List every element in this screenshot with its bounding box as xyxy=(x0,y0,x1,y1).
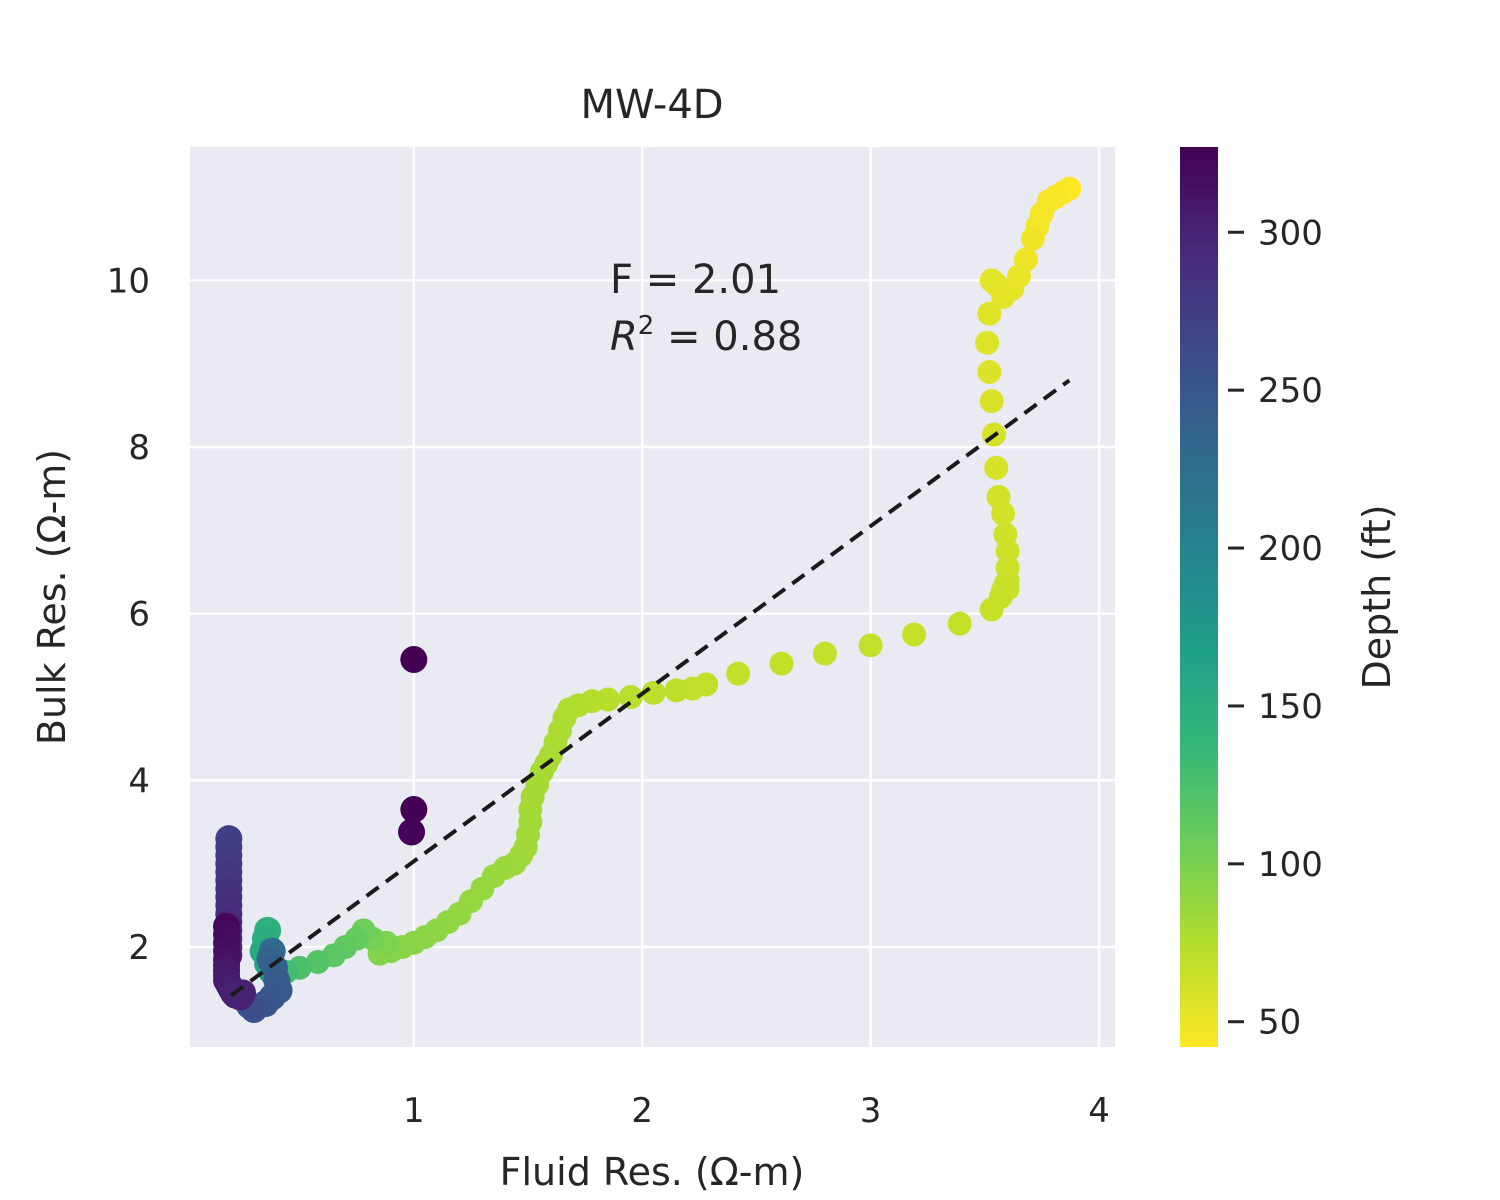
fit-line xyxy=(229,378,1071,997)
x-tick-labels: 1 2 3 4 xyxy=(403,1091,1110,1131)
y-tick-label: 2 xyxy=(128,928,150,968)
fit-line-group xyxy=(229,378,1071,997)
data-point xyxy=(641,680,666,705)
y-tick-label: 6 xyxy=(128,595,150,635)
x-tick-label: 2 xyxy=(631,1091,653,1131)
data-point xyxy=(305,950,330,974)
data-point xyxy=(664,678,689,703)
plot-area-background xyxy=(190,147,1115,1047)
x-tick-label: 4 xyxy=(1088,1091,1110,1131)
colorbar-ticks: 50 100 150 200 250 300 xyxy=(1228,213,1323,1043)
x-tick-label: 1 xyxy=(403,1091,425,1131)
data-point xyxy=(975,330,1000,355)
y-tick-label: 4 xyxy=(128,761,150,801)
data-point xyxy=(977,301,1002,326)
data-point xyxy=(902,622,927,647)
y-tick-label: 10 xyxy=(107,261,150,301)
data-point xyxy=(812,641,837,666)
data-point xyxy=(769,651,794,676)
x-tick-label: 3 xyxy=(860,1091,882,1131)
data-point xyxy=(979,389,1004,414)
scatter-points xyxy=(213,176,1082,1023)
colorbar-tick-label: 200 xyxy=(1258,529,1323,569)
annotation-r2: R2 = 0.88 xyxy=(610,311,802,360)
data-point xyxy=(726,661,751,686)
x-axis-label: Fluid Res. (Ω-m) xyxy=(500,1150,805,1194)
data-point xyxy=(400,646,428,673)
colorbar-tick-label: 150 xyxy=(1258,687,1323,727)
data-point xyxy=(1020,226,1045,251)
data-point xyxy=(977,360,1002,384)
data-point xyxy=(858,633,883,658)
y-tick-label: 8 xyxy=(128,428,150,468)
colorbar-label: Depth (ft) xyxy=(1355,504,1399,689)
data-point xyxy=(979,597,1004,622)
colorbar-tick-label: 300 xyxy=(1258,213,1323,253)
y-tick-labels: 2 4 6 8 10 xyxy=(107,261,150,968)
y-axis-label: Bulk Res. (Ω-m) xyxy=(30,449,74,745)
data-point xyxy=(618,685,643,709)
data-point xyxy=(400,796,428,823)
colorbar-tick-label: 100 xyxy=(1258,845,1323,885)
colorbar xyxy=(1180,147,1218,1047)
data-point xyxy=(979,268,1004,293)
chart-title: MW-4D xyxy=(580,82,723,128)
data-point xyxy=(991,501,1016,526)
data-point xyxy=(947,611,972,636)
colorbar-tick-label: 50 xyxy=(1258,1003,1301,1043)
data-point xyxy=(984,455,1009,480)
data-point xyxy=(398,818,426,846)
annotation-f: F = 2.01 xyxy=(610,257,781,303)
data-point xyxy=(229,979,257,1007)
colorbar-tick-label: 250 xyxy=(1258,371,1323,411)
data-point xyxy=(995,539,1020,564)
